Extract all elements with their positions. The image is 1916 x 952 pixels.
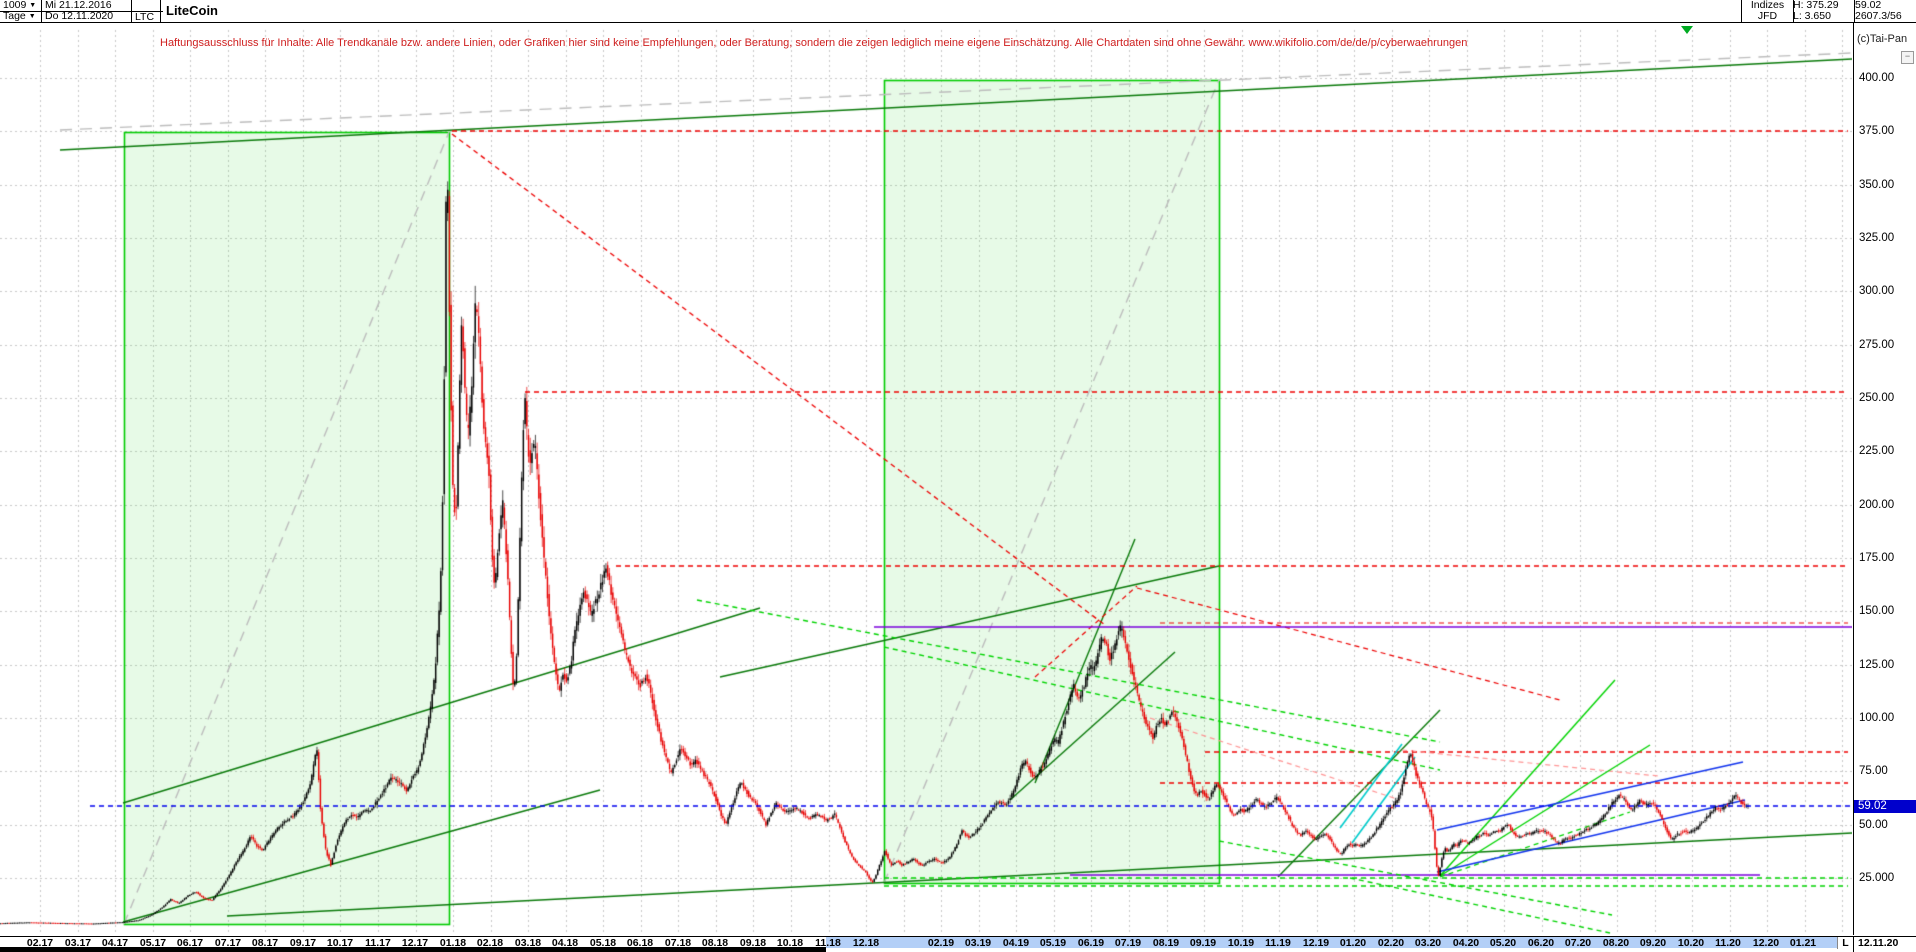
x-axis-month-label: 06.19	[1077, 937, 1105, 949]
x-axis-month-label: 11.17	[365, 937, 391, 949]
y-axis-tick-label: 200.00	[1859, 498, 1895, 511]
x-axis-month-label: 07.20	[1564, 937, 1592, 949]
x-axis-month-label: 07.17	[214, 937, 242, 949]
x-axis-month-label: 02.19	[927, 937, 955, 949]
x-axis-month-label: 04.20	[1452, 937, 1480, 949]
y-axis-tick-label: 50.00	[1859, 818, 1888, 831]
y-axis-tick-label: 225.00	[1859, 445, 1895, 458]
y-axis-tick-label: 100.00	[1859, 712, 1895, 724]
chart-area: Haftungsausschluss für Inhalte: Alle Tre…	[0, 23, 1852, 935]
y-axis-tick-label: 250.00	[1859, 392, 1895, 404]
taipan-watermark: (c)Tai-Pan	[1857, 33, 1908, 45]
symbol-label: LTC	[132, 11, 163, 23]
x-axis-month-label: 02.18	[476, 937, 504, 949]
x-axis-month-label: 12.18	[852, 937, 880, 949]
x-axis-month-label: 09.19	[1189, 937, 1217, 949]
bars-count-dropdown[interactable]: 1009 ▼	[3, 0, 37, 11]
y-axis-tick-label: 175.00	[1859, 552, 1895, 564]
price-chart-canvas[interactable]	[0, 23, 1852, 935]
instrument-title: LiteCoin	[166, 3, 218, 18]
y-axis-tick-label: 350.00	[1859, 178, 1895, 191]
x-axis-month-label: 05.18	[589, 937, 617, 949]
high-value: H: 375.29	[1793, 0, 1839, 11]
chevron-down-icon: ▼	[28, 13, 36, 20]
date-from: Mi 21.12.2016	[45, 0, 112, 11]
x-axis-month-label: 05.19	[1039, 937, 1067, 949]
x-axis-month-label: 11.19	[1265, 937, 1291, 949]
x-axis-month-label: 01.18	[439, 937, 467, 949]
x-axis-month-label: 06.20	[1527, 937, 1555, 949]
x-axis-month-label: 03.17	[64, 937, 92, 949]
x-axis-month-label: 04.18	[551, 937, 579, 949]
time-axis[interactable]: L 12.11.20 02.17 03.17 04.17 05.17 06.17 07.1…	[0, 936, 1916, 952]
chart-header: 1009 ▼ Tage ▼ Mi 21.12.2016 Do 12.11.202…	[0, 0, 1916, 23]
x-axis-month-label: 07.18	[664, 937, 692, 949]
x-axis-month-label: 09.17	[289, 937, 317, 949]
x-axis-month-label: 03.18	[514, 937, 542, 949]
x-axis-month-label: 03.20	[1414, 937, 1442, 949]
wikifolio-period-highlight	[826, 937, 1838, 948]
price-scale[interactable]: (c)Tai-Pan − 59.02 400.00 375.00 350.00 325…	[1853, 23, 1916, 935]
x-axis-month-label: 04.19	[1002, 937, 1030, 949]
x-axis-month-label: 02.20	[1377, 937, 1405, 949]
quote-info-value: 2607.3/56	[1855, 10, 1902, 22]
x-axis-month-label: 08.19	[1152, 937, 1180, 949]
x-axis-month-label: 05.17	[139, 937, 167, 949]
x-axis-month-label: 12.17	[401, 937, 429, 949]
history-range-bar[interactable]	[0, 947, 826, 952]
y-axis-tick-label: 125.00	[1859, 658, 1895, 671]
last-date-label: 12.11.20	[1858, 937, 1899, 949]
y-axis-tick-label: 300.00	[1859, 285, 1895, 298]
feed-cell: Indizes JFD	[1741, 0, 1794, 22]
collapse-icon[interactable]: −	[1901, 51, 1914, 64]
x-axis-month-label: 08.20	[1602, 937, 1630, 949]
chevron-down-icon: ▼	[29, 2, 37, 9]
x-axis-month-label: 12.20	[1752, 937, 1780, 949]
axis-divider	[1853, 937, 1854, 952]
x-axis-month-label: 10.17	[326, 937, 354, 949]
feed-group-label: Indizes	[1750, 0, 1785, 11]
last-bar-marker: L	[1837, 937, 1853, 949]
x-axis-month-label: 08.17	[251, 937, 279, 949]
x-axis-month-label: 11.20	[1715, 937, 1741, 949]
x-axis-month-label: 06.18	[626, 937, 654, 949]
x-axis-month-label: 09.18	[739, 937, 767, 949]
x-axis-month-label: 10.18	[776, 937, 804, 949]
y-axis-tick-label: 75.00	[1859, 765, 1888, 778]
x-axis-month-label: 05.20	[1489, 937, 1517, 949]
last-quote-cell: 59.02 2607.3/56	[1855, 0, 1916, 22]
x-axis-month-label: 09.20	[1639, 937, 1667, 949]
y-axis-tick-label: 325.00	[1859, 232, 1895, 244]
x-axis-month-label: 12.19	[1302, 937, 1330, 949]
x-axis-month-label: 03.19	[964, 937, 992, 949]
x-axis-month-label: 01.21	[1789, 937, 1817, 949]
x-axis-month-label: 11.18	[815, 937, 841, 949]
y-axis-tick-label: 375.00	[1859, 125, 1895, 138]
x-axis-month-label: 10.20	[1677, 937, 1705, 949]
disclaimer-text: Haftungsausschluss für Inhalte: Alle Tre…	[160, 37, 1468, 49]
x-axis-month-label: 04.17	[101, 937, 129, 949]
low-value: L: 3.650	[1793, 10, 1831, 22]
header-symbol-cell: LTC	[132, 0, 163, 23]
y-axis-tick-label: 275.00	[1859, 338, 1895, 351]
last-price-value: 59.02	[1855, 0, 1882, 11]
y-axis-tick-label: 25.000	[1859, 872, 1895, 884]
period-dropdown[interactable]: Tage ▼	[3, 10, 36, 22]
high-low-cell: H: 375.29 L: 3.650	[1793, 0, 1855, 22]
y-axis-tick-label: 400.00	[1859, 72, 1895, 84]
x-axis-month-label: 07.19	[1114, 937, 1142, 949]
x-axis-month-label: 06.17	[176, 937, 204, 949]
x-axis-month-label: 01.20	[1339, 937, 1367, 949]
date-to: Do 12.11.2020	[45, 10, 114, 22]
x-axis-month-label: 10.19	[1227, 937, 1255, 949]
x-axis-month-label: 08.18	[701, 937, 729, 949]
feed-label: JFD	[1757, 10, 1778, 22]
split-marker-icon	[1681, 26, 1693, 34]
x-axis-month-label: 02.17	[26, 937, 54, 949]
last-price-tag: 59.02	[1854, 800, 1916, 813]
header-divider	[0, 10, 132, 12]
y-axis-tick-label: 150.00	[1859, 605, 1895, 618]
